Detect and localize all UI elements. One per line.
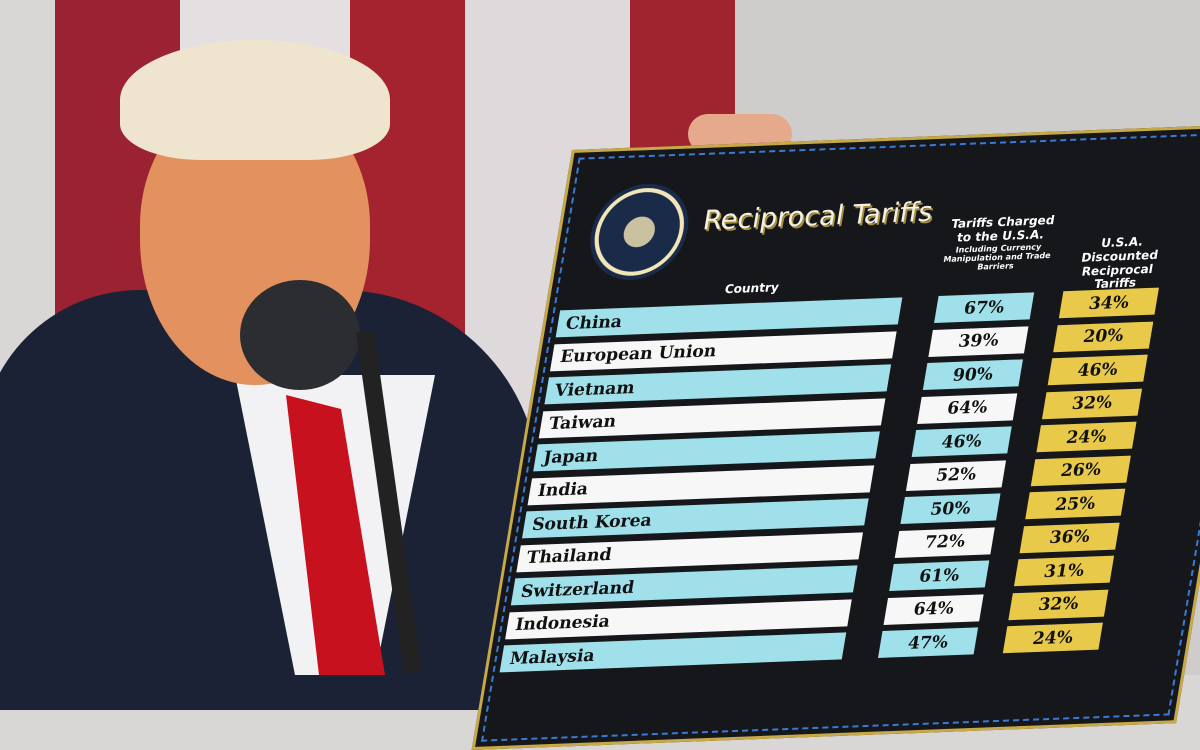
row-discounted-cell: 25%	[1025, 488, 1126, 520]
row-country-cell: India	[527, 464, 875, 505]
charged-header: Tariffs Charged to the U.S.A. Including …	[939, 213, 1059, 273]
row-charged-cell: 72%	[894, 526, 995, 558]
row-charged-cell: 50%	[900, 493, 1001, 524]
row-charged-cell: 64%	[917, 392, 1018, 424]
row-charged-cell: 67%	[934, 292, 1035, 323]
microphone	[240, 280, 360, 390]
row-charged-cell: 46%	[911, 426, 1012, 457]
row-charged-cell: 47%	[877, 627, 979, 658]
row-discounted-cell: 46%	[1047, 354, 1148, 386]
row-discounted-cell: 32%	[1042, 388, 1143, 419]
row-discounted-cell: 34%	[1058, 287, 1159, 319]
row-charged-cell: 90%	[922, 359, 1023, 390]
row-country-cell: European Union	[550, 330, 897, 371]
row-country-cell: Indonesia	[505, 598, 852, 639]
row-country-cell: Taiwan	[538, 397, 886, 438]
row-discounted-cell: 24%	[1002, 622, 1103, 654]
row-charged-cell: 52%	[906, 459, 1007, 491]
board-title: Reciprocal Tariffs	[700, 196, 936, 237]
presidential-seal-icon	[582, 182, 696, 282]
row-country-cell: Malaysia	[499, 632, 847, 673]
charged-header-title: Tariffs Charged to the U.S.A.	[950, 213, 1056, 245]
row-discounted-cell: 31%	[1014, 555, 1115, 587]
country-header: Country	[723, 280, 781, 297]
row-country-cell: Vietnam	[544, 364, 892, 405]
row-charged-cell: 64%	[883, 593, 984, 625]
row-discounted-cell: 36%	[1019, 522, 1120, 553]
row-charged-cell: 39%	[928, 325, 1029, 357]
row-discounted-cell: 24%	[1036, 421, 1137, 453]
hair	[120, 40, 390, 160]
charged-header-subtitle: Including Currency Manipulation and Trad…	[942, 241, 1052, 272]
row-charged-cell: 61%	[889, 560, 990, 591]
discounted-header: U.S.A. Discounted Reciprocal Tariffs	[1080, 234, 1160, 292]
row-country-cell: Thailand	[516, 531, 864, 572]
row-country-cell: Japan	[533, 431, 880, 472]
row-country-cell: Switzerland	[510, 565, 858, 606]
row-discounted-cell: 32%	[1008, 589, 1109, 620]
reciprocal-tariffs-board: Reciprocal Tariffs Country Tariffs Charg…	[471, 123, 1200, 750]
row-country-cell: South Korea	[522, 498, 869, 539]
row-country-cell: China	[555, 297, 903, 338]
row-discounted-cell: 26%	[1030, 455, 1131, 486]
row-discounted-cell: 20%	[1053, 321, 1154, 352]
